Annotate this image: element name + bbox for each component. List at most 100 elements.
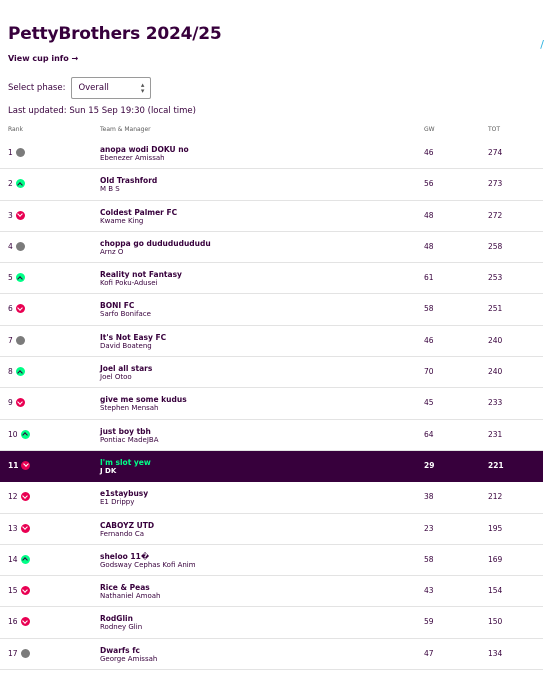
total-points: 231 (488, 429, 503, 439)
standings-row: 16 RodGlin Rodney Glin 59 150 (0, 607, 543, 639)
gameweek-points: 61 (424, 273, 434, 283)
standings-row: 9 give me some kudus Stephen Mensah 45 233 (0, 388, 543, 420)
standings-table: 1 anopa wodi DOKU no Ebenezer Amissah 46 274… (0, 138, 543, 671)
gameweek-points: 58 (424, 554, 434, 564)
rank-number: 11 (8, 460, 19, 470)
column-header-rank: Rank (8, 126, 23, 133)
team-name-link[interactable]: Old Trashford (100, 176, 158, 186)
team-name-link[interactable]: Joel all stars (100, 364, 153, 374)
manager-name: Kofi Poku-Adusei (100, 279, 158, 288)
standings-row: 6 BONI FC Sarfo Boniface 58 251 (0, 294, 543, 326)
gameweek-points: 46 (424, 335, 434, 345)
manager-name: E1 Drippy (100, 498, 135, 507)
rank-number: 6 (8, 304, 13, 314)
total-points: 273 (488, 179, 503, 189)
select-arrows-icon: ▴ ▾ (140, 81, 145, 95)
total-points: 134 (488, 648, 503, 658)
rank-cell: 9 (8, 398, 25, 408)
rank-cell: 11 (8, 460, 31, 470)
rank-movement-down-icon (15, 398, 25, 408)
standings-row: 5 Reality not Fantasy Kofi Poku-Adusei 61 25… (0, 263, 543, 295)
rank-cell: 2 (8, 179, 25, 189)
team-name-link[interactable]: e1staybusy (100, 489, 149, 499)
rank-cell: 6 (8, 304, 25, 314)
rank-cell: 5 (8, 273, 25, 283)
manager-name: Sarfo Boniface (100, 310, 151, 319)
gameweek-points: 48 (424, 241, 434, 251)
corner-mark: / (540, 38, 544, 51)
column-header-team: Team & Manager (100, 126, 151, 133)
league-title: PettyBrothers 2024/25 (8, 24, 222, 44)
manager-name: Godsway Cephas Kofi Anim (100, 560, 196, 569)
rank-number: 5 (8, 273, 13, 283)
standings-row: 14 sheloo 11� Godsway Cephas Kofi Anim 58 16… (0, 545, 543, 577)
rank-movement-down-icon (15, 304, 25, 314)
standings-row: 13 CABOYZ UTD Fernando Ca 23 195 (0, 514, 543, 545)
column-header-gw[interactable]: GW (424, 126, 435, 133)
manager-name: Joel Otoo (100, 373, 132, 382)
column-header-tot[interactable]: TOT (488, 126, 501, 133)
manager-name: Nathaniel Amoah (100, 592, 161, 601)
team-name-link[interactable]: Reality not Fantasy (100, 270, 182, 280)
team-name-link[interactable]: choppa go dudududududu (100, 238, 211, 248)
standings-row: 8 Joel all stars Joel Otoo 70 240 (0, 357, 543, 389)
rank-cell: 12 (8, 492, 30, 502)
team-name-link[interactable]: BONI FC (100, 301, 135, 311)
rank-cell: 13 (8, 523, 30, 533)
gameweek-points: 38 (424, 492, 434, 502)
gameweek-points: 64 (424, 429, 434, 439)
rank-cell: 10 (8, 429, 30, 439)
rank-cell: 16 (8, 617, 30, 627)
standings-header: Rank Team & Manager GW TOT (8, 126, 541, 136)
standings-row: 17 Dwarfs fc George Amissah 47 134 (0, 639, 543, 671)
manager-name: Fernando Ca (100, 529, 144, 538)
manager-name: Ebenezer Amissah (100, 154, 165, 162)
standings-row: 2 Old Trashford M B S 56 273 (0, 169, 543, 201)
team-name-link[interactable]: Dwarfs fc (100, 645, 140, 655)
standings-row: 15 Rice & Peas Nathaniel Amoah 43 154 (0, 576, 543, 608)
phase-select[interactable]: Overall ▴ ▾ (71, 77, 152, 99)
gameweek-points: 48 (424, 210, 434, 220)
gameweek-points: 29 (424, 460, 435, 470)
standings-row: 11 I'm slot yew J DK 29 221 (0, 450, 543, 483)
rank-cell: 15 (8, 586, 30, 596)
gameweek-points: 43 (424, 586, 434, 596)
team-name-link[interactable]: Coldest Palmer FC (100, 207, 178, 217)
rank-cell: 8 (8, 367, 25, 377)
rank-number: 10 (8, 429, 18, 439)
rank-number: 13 (8, 523, 18, 533)
rank-number: 4 (8, 241, 13, 251)
team-name-link[interactable]: RodGlin (100, 614, 133, 624)
rank-movement-down-icon (20, 617, 30, 627)
gameweek-points: 23 (424, 523, 434, 533)
standings-row: 12 e1staybusy E1 Drippy 38 212 (0, 482, 543, 514)
view-cup-info-link[interactable]: View cup info → (8, 54, 79, 63)
team-name-link[interactable]: anopa wodi DOKU no (100, 145, 189, 154)
team-name-link[interactable]: sheloo 11� (100, 551, 150, 561)
manager-name: George Amissah (100, 654, 158, 663)
gameweek-points: 47 (424, 648, 434, 658)
rank-number: 14 (8, 554, 18, 564)
team-name-link[interactable]: give me some kudus (100, 395, 187, 405)
rank-cell: 7 (8, 335, 25, 345)
team-name-link[interactable]: It's Not Easy FC (100, 332, 167, 342)
team-name-link[interactable]: Rice & Peas (100, 583, 150, 593)
total-points: 169 (488, 554, 503, 564)
rank-movement-up-icon (15, 273, 25, 283)
manager-name: M B S (100, 185, 120, 194)
rank-cell: 17 (8, 648, 30, 658)
team-name-link[interactable]: I'm slot yew (100, 457, 151, 467)
gameweek-points: 59 (424, 617, 434, 627)
rank-movement-up-icon (20, 554, 30, 564)
total-points: 233 (488, 398, 503, 408)
gameweek-points: 58 (424, 304, 434, 314)
rank-cell: 4 (8, 241, 25, 251)
rank-movement-down-icon (20, 586, 30, 596)
team-name-link[interactable]: just boy tbh (100, 426, 151, 436)
total-points: 274 (488, 148, 503, 157)
team-name-link[interactable]: CABOYZ UTD (100, 520, 155, 530)
manager-name: David Boateng (100, 341, 152, 350)
rank-movement-down-icon (15, 210, 25, 220)
rank-movement-up-icon (15, 367, 25, 377)
total-points: 150 (488, 617, 503, 627)
